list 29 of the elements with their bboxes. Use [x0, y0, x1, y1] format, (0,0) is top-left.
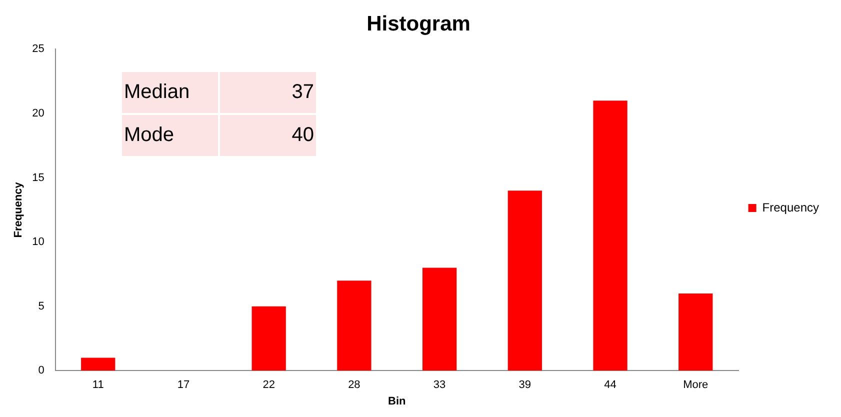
annotation: Median: [121, 71, 219, 114]
y-tick-label: 25: [32, 43, 44, 56]
x-tick-label: 17: [177, 379, 190, 392]
annotation: 37: [219, 71, 317, 114]
x-tick-label: 11: [92, 379, 104, 392]
bar: [593, 100, 628, 371]
x-tick-label: 22: [262, 379, 275, 392]
y-tick-label: 15: [32, 172, 44, 184]
bar: [508, 190, 542, 371]
y-tick-label: 20: [32, 108, 44, 120]
y-tick-label: 10: [32, 236, 44, 248]
annotation: Mode: [121, 114, 219, 157]
bar: [422, 268, 457, 371]
x-tick-label: 33: [433, 379, 446, 392]
y-axis-title: Frequency: [12, 181, 25, 238]
bar: [678, 293, 713, 371]
bar: [81, 358, 116, 371]
x-tick-label: 44: [604, 379, 616, 392]
x-tick-label: 39: [518, 379, 532, 392]
chart-title: Histogram: [366, 12, 470, 36]
bar: [337, 280, 372, 371]
bar: [252, 306, 286, 371]
y-tick-label: 0: [38, 364, 44, 377]
legend-label: Frequency: [762, 200, 820, 214]
annotation: 40: [219, 114, 317, 157]
x-tick-label: More: [683, 379, 708, 392]
x-tick-label: 28: [348, 379, 360, 392]
y-tick-label: 5: [38, 300, 44, 312]
x-axis-title: Bin: [388, 395, 406, 408]
